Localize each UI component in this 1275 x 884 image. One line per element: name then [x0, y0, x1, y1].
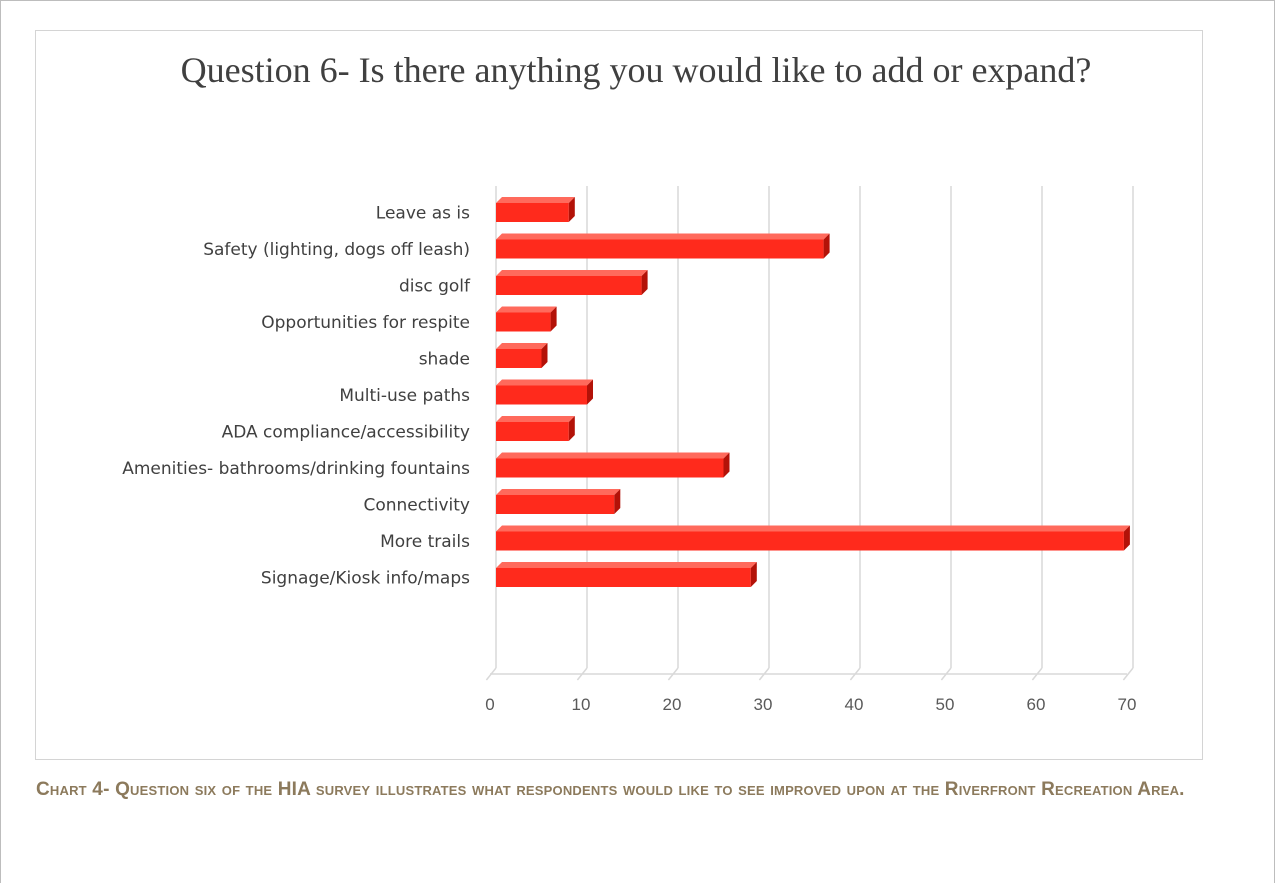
figure-caption: Chart 4- Question six of the HIA survey …	[36, 779, 1185, 800]
gridline-floor	[485, 667, 497, 681]
x-tick-label: 30	[754, 695, 773, 714]
category-label: More trails	[380, 532, 470, 552]
x-tick-label: 50	[936, 695, 955, 714]
chart-title: Question 6- Is there anything you would …	[180, 50, 1092, 90]
x-tick-label: 40	[845, 695, 864, 714]
category-label: Connectivity	[363, 496, 470, 516]
bar	[496, 562, 757, 587]
category-label: Amenities- bathrooms/drinking fountains	[122, 459, 470, 479]
gridline-floor	[667, 667, 679, 681]
gridline-floor	[1031, 667, 1043, 681]
gridline-floor	[849, 667, 861, 681]
category-label: Safety (lighting, dogs off leash)	[203, 240, 470, 260]
gridline-floor	[940, 667, 952, 681]
gridline-floor	[1122, 667, 1134, 681]
bar	[496, 343, 548, 368]
x-tick-label: 10	[572, 695, 591, 714]
bar	[496, 233, 830, 259]
bar	[496, 270, 648, 295]
x-tick-label: 0	[485, 695, 494, 714]
category-label: Signage/Kiosk info/maps	[261, 569, 470, 589]
x-tick-label: 60	[1027, 695, 1046, 714]
gridline-floor	[576, 667, 588, 681]
chart-area: Question 6- Is there anything you would …	[35, 30, 1203, 760]
gridline-floor	[758, 667, 770, 681]
bar	[496, 452, 730, 478]
category-label: shade	[419, 350, 470, 370]
bar	[496, 525, 1130, 551]
bar-chart: 0 10 20 30 40 50 60 70 Leave as is Safety (lighti…	[122, 186, 1137, 714]
category-label: Leave as is	[376, 204, 470, 224]
bar	[496, 379, 593, 405]
bar	[496, 416, 575, 441]
category-label: disc golf	[399, 277, 471, 297]
x-tick-label: 20	[663, 695, 682, 714]
bar	[496, 306, 557, 332]
bar	[496, 489, 621, 514]
category-label: Opportunities for respite	[261, 313, 470, 333]
category-label: Multi-use paths	[339, 386, 470, 406]
bar	[496, 197, 575, 222]
category-label: ADA compliance/accessibility	[222, 423, 470, 443]
x-tick-label: 70	[1118, 695, 1137, 714]
